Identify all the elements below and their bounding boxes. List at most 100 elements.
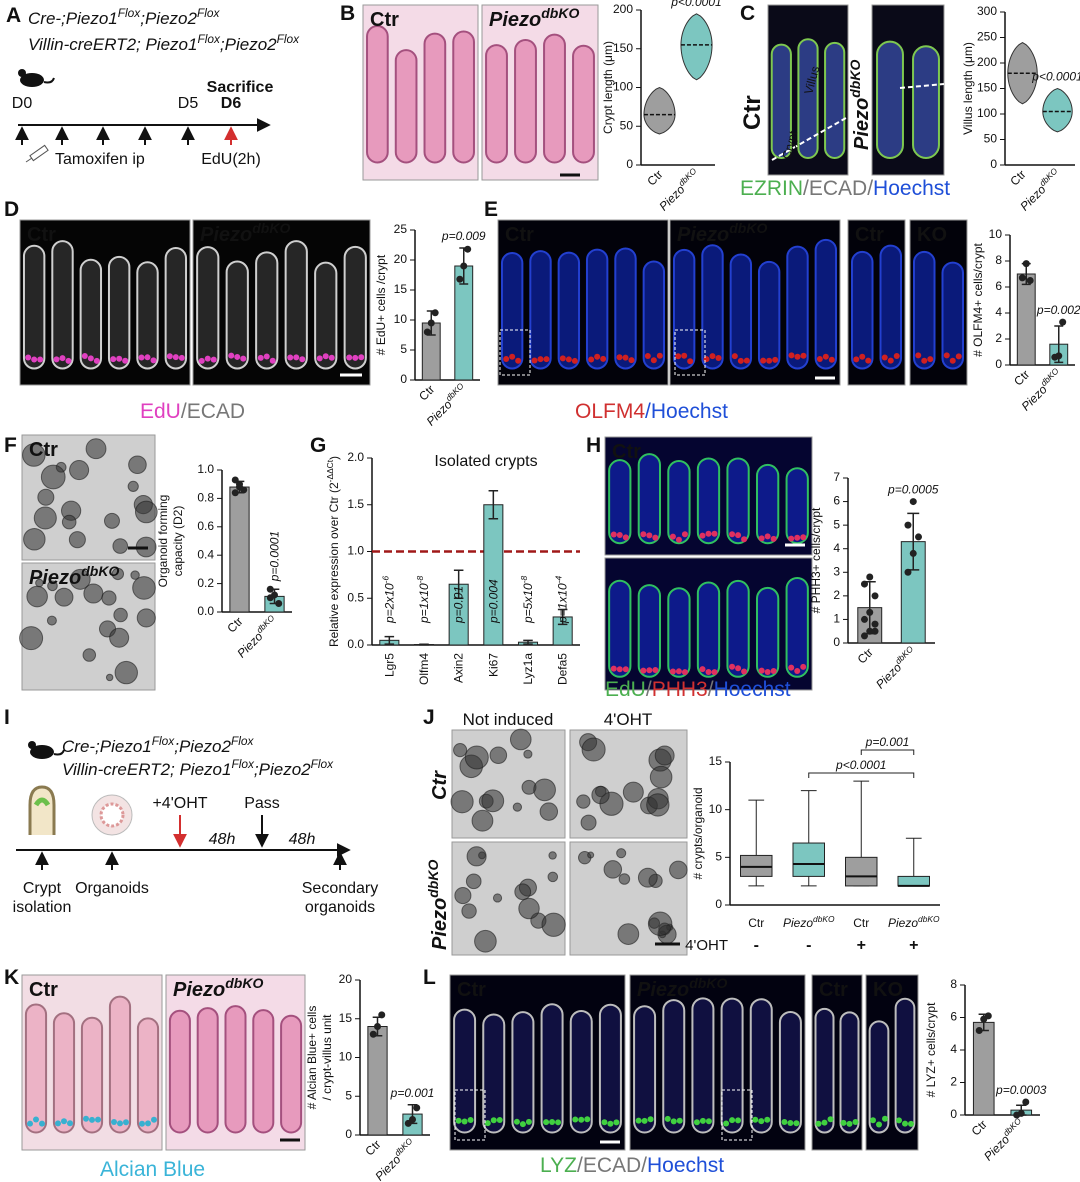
bar	[1016, 273, 1036, 366]
image-label: PiezodbKO	[173, 975, 263, 1001]
y-tick-label: 4	[995, 305, 1002, 319]
stained-cell	[764, 1116, 771, 1123]
superscript: -4	[554, 576, 564, 584]
text-part: Hoechst	[873, 177, 950, 200]
superscript: dbKO	[847, 60, 863, 98]
stained-cell	[729, 1117, 736, 1124]
villus	[225, 260, 249, 370]
text-part: ;Piezo2	[174, 737, 231, 756]
x-tick-label: Ctr	[855, 645, 876, 666]
panel-letter: E	[484, 198, 498, 221]
y-axis-label: # PHH3+ cells/crypt	[809, 507, 823, 613]
image-background	[449, 974, 626, 1151]
inset-frame	[499, 329, 531, 376]
y-tick-label: 5	[400, 342, 407, 356]
p-value: p<0.0001	[670, 0, 721, 9]
text-part: Piezo	[489, 9, 541, 31]
organoid	[47, 580, 58, 592]
villus	[52, 1012, 76, 1134]
stained-cell	[65, 357, 72, 364]
stained-cell	[664, 1115, 671, 1122]
data-point	[860, 632, 868, 640]
stained-cell	[687, 358, 694, 365]
stained-cell	[490, 1117, 497, 1124]
stained-cell	[788, 664, 795, 671]
villus	[598, 1003, 622, 1134]
micrograph	[767, 4, 849, 176]
stained-cell	[640, 531, 647, 538]
y-tick-label: 20	[394, 252, 408, 266]
villus	[637, 453, 662, 545]
y-axis-label: # OLFM4+ cells/crypt	[971, 242, 985, 356]
syringe-icon	[25, 144, 49, 163]
organoid	[481, 789, 505, 813]
box	[897, 875, 930, 887]
stained-cell	[496, 1117, 503, 1124]
villus	[569, 1009, 593, 1134]
stained-cell	[752, 1116, 759, 1123]
stained-cell	[588, 356, 595, 363]
injection-label: Tamoxifen ip	[55, 151, 145, 168]
image-label: Ctr	[612, 441, 641, 463]
villus	[22, 244, 46, 370]
organoid	[514, 883, 532, 901]
stained-cell	[675, 353, 682, 360]
superscript: dbKO	[1038, 365, 1061, 388]
data-point	[374, 1023, 381, 1030]
villus	[557, 251, 581, 370]
superscript: dbKO	[392, 1135, 415, 1158]
p-value: p=5x10-8	[519, 576, 535, 624]
organoid	[461, 903, 477, 919]
stained-cell	[509, 353, 516, 360]
data-point	[413, 1104, 421, 1112]
inset-frame	[674, 329, 706, 376]
stained-cell	[525, 1118, 532, 1125]
y-tick-label: 300	[977, 4, 997, 18]
genotype: Cre-;Piezo1Flox;Piezo2Flox	[62, 734, 254, 756]
organoid	[85, 438, 107, 460]
text-part: OLFM4	[575, 400, 645, 423]
villus	[394, 49, 418, 164]
stained-cell	[616, 354, 623, 361]
stained-cell	[737, 357, 744, 364]
text-part: Piezo	[637, 979, 689, 1001]
x-tick-label: Lgr5	[382, 653, 396, 677]
row-header: Ctr	[429, 770, 451, 800]
step-label: Secondary	[302, 880, 379, 897]
stained-cell	[55, 1120, 61, 1127]
bar	[367, 1026, 388, 1136]
villus	[24, 1003, 48, 1134]
stained-cell	[610, 665, 617, 672]
text-part: Hoechst	[714, 678, 791, 701]
y-tick-label: 0.2	[197, 576, 214, 590]
organoid	[523, 749, 533, 759]
genotype: Cre-;Piezo1Flox;Piezo2Flox	[28, 6, 220, 28]
villus	[876, 40, 904, 159]
villus	[785, 467, 809, 545]
error-bar	[557, 608, 568, 626]
image-background	[629, 974, 806, 1151]
superscript: Flox	[152, 734, 176, 748]
organoid	[132, 576, 156, 600]
data-point	[909, 498, 917, 506]
panel-letter: D	[4, 198, 19, 221]
stained-cell	[89, 1116, 95, 1123]
organoid	[464, 745, 489, 770]
organoid	[649, 765, 673, 789]
y-tick-label: 150	[977, 81, 997, 95]
organoid	[654, 745, 675, 766]
micrograph	[451, 841, 566, 956]
stained-cell	[882, 1115, 888, 1122]
p-value: p=0.009	[441, 229, 486, 243]
villus	[108, 995, 132, 1134]
panel-letter: I	[4, 706, 10, 729]
stained-cell	[670, 1118, 677, 1125]
stained-cell	[269, 357, 276, 364]
sacrifice-label: Sacrifice	[207, 79, 274, 96]
superscript: Flox	[118, 6, 142, 20]
day-label: D6	[221, 95, 242, 112]
x-tick-label: Ctr	[1007, 167, 1028, 188]
x-tick-label: Ctr	[969, 1117, 990, 1138]
text-part: ECAD	[809, 177, 867, 200]
stained-cell	[943, 352, 950, 359]
